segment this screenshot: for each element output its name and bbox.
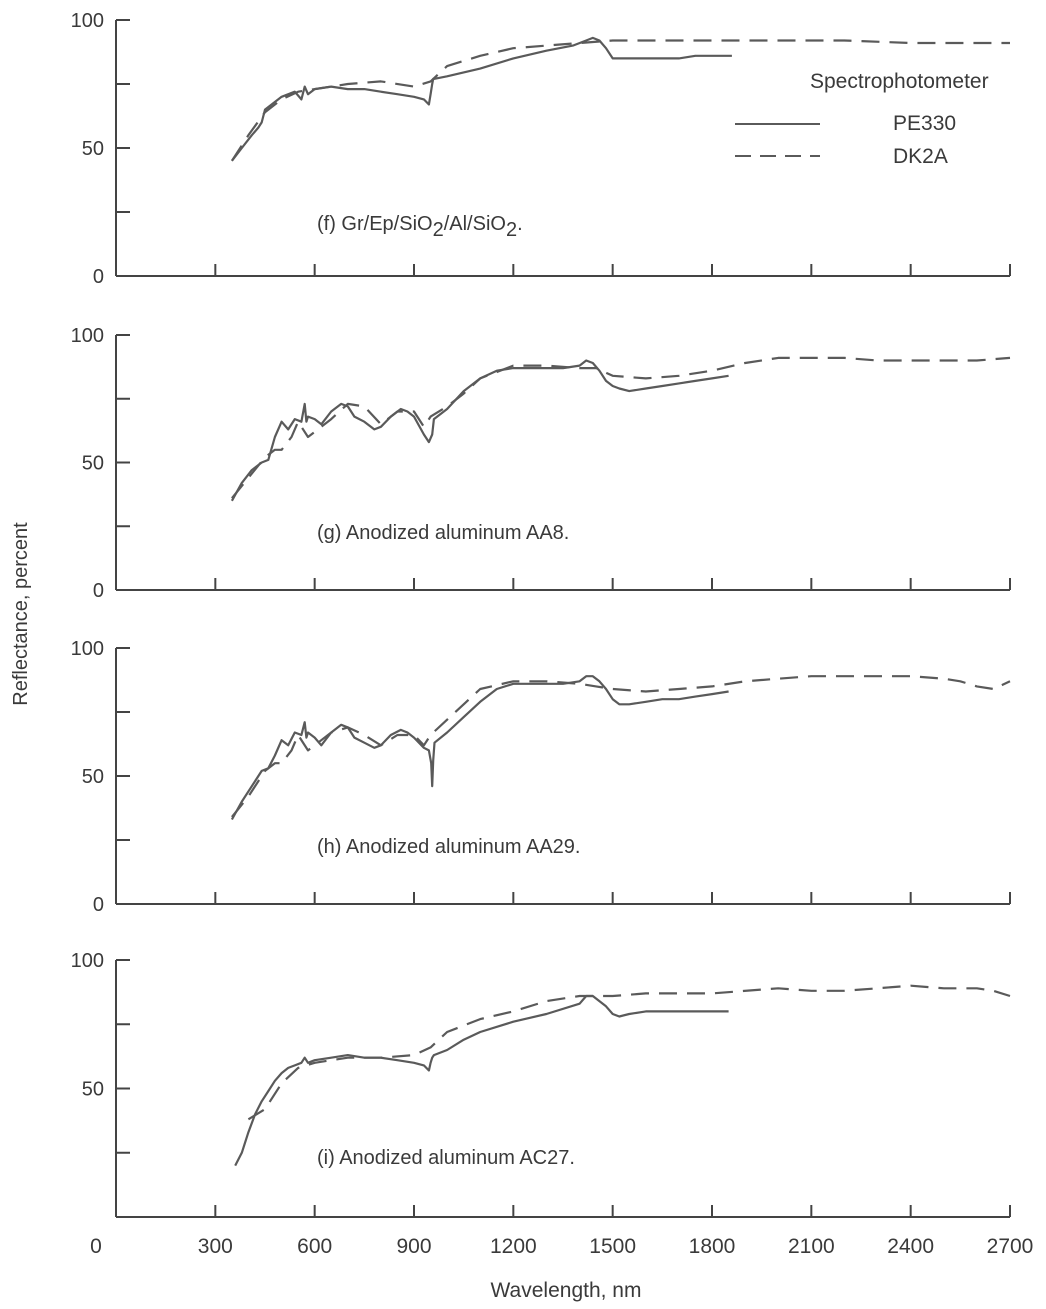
panel-label-text: /Al/SiO [444, 213, 506, 235]
x-tick-label: 2100 [788, 1235, 835, 1258]
x-tick-label: 300 [198, 1235, 233, 1258]
x-tick-label: 600 [297, 1235, 332, 1258]
panel-label-subscript: 2 [506, 219, 517, 241]
y-tick-label: 100 [71, 638, 104, 660]
series-line-pe330 [230, 675, 729, 821]
panel-1: 0 50 100 (g) Anodized aluminum AA8. [71, 325, 1011, 602]
y-tick-label: 50 [82, 453, 104, 475]
y-axis-title: Reflectance, percent [10, 522, 32, 706]
series-line-dk2a [231, 356, 1011, 499]
series-line-dk2a [230, 39, 1010, 162]
panel-2: 0 50 100 (h) Anodized aluminum AA29. [71, 638, 1011, 916]
legend-label-pe330: PE330 [893, 112, 956, 135]
series-line-pe330 [234, 994, 729, 1167]
x-tick-label: 2700 [987, 1235, 1034, 1258]
panel-label: (h) Anodized aluminum AA29. [317, 836, 581, 858]
panel-label-text: . [517, 213, 523, 235]
panel-label: (g) Anodized aluminum AA8. [317, 522, 569, 544]
y-tick-label: 50 [82, 138, 104, 160]
x-tick-label: 2400 [887, 1235, 934, 1258]
series-line-dk2a [231, 675, 1011, 818]
x-tick-label: 1500 [589, 1235, 636, 1258]
x-axis-title: Wavelength, nm [491, 1279, 642, 1302]
panel-label-text: (f) Gr/Ep/SiO [317, 213, 433, 235]
x-tick-label: 0 [90, 1235, 102, 1258]
y-tick-label: 100 [71, 950, 104, 972]
legend-title: Spectrophotometer [810, 70, 989, 93]
series-line-pe330 [230, 359, 729, 502]
y-tick-label: 50 [82, 1079, 104, 1101]
panel-label: (i) Anodized aluminum AC27. [317, 1147, 575, 1169]
series-line-dk2a [247, 984, 1011, 1121]
y-tick-label: 100 [71, 10, 104, 32]
legend-label-dk2a: DK2A [893, 145, 948, 168]
legend: Spectrophotometer PE330 DK2A [735, 70, 989, 168]
y-tick-label: 0 [93, 894, 104, 916]
series-line-pe330 [231, 36, 732, 162]
panel-label: (f) Gr/Ep/SiO2/Al/SiO2. [317, 213, 523, 241]
panel-label-subscript: 2 [433, 219, 444, 241]
y-tick-label: 0 [93, 266, 104, 288]
x-tick-label: 1800 [689, 1235, 736, 1258]
x-tick-label: 1200 [490, 1235, 537, 1258]
y-tick-label: 0 [93, 580, 104, 602]
panel-3: 50 100 (i) Anodized aluminum AC27. [71, 950, 1011, 1218]
y-tick-label: 50 [82, 766, 104, 788]
y-tick-label: 100 [71, 325, 104, 347]
x-tick-label: 900 [396, 1235, 431, 1258]
